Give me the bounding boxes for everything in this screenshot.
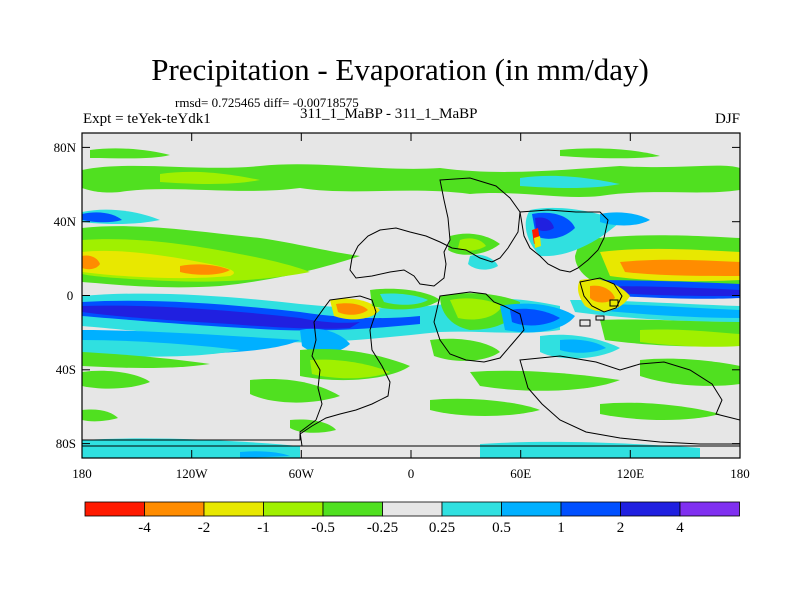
colorbar-label-2: -2: [198, 520, 211, 536]
coast-islands: [579, 299, 619, 327]
center-string: 311_1_MaBP - 311_1_MaBP: [300, 106, 478, 122]
coast-south-asia: [579, 277, 623, 313]
colorbar-label-7: 0.5: [492, 520, 511, 536]
colorbar-box-2: [144, 501, 205, 517]
colorbar-box-8: [501, 501, 562, 517]
colorbar-label-4: -0.5: [311, 520, 335, 536]
colorbar-label-3: -1: [257, 520, 270, 536]
lon-label-0: 0: [408, 466, 415, 481]
colorbar-box-10: [620, 501, 681, 517]
colorbar-box-7: [441, 501, 502, 517]
field-northern-belt: [82, 148, 740, 197]
coastlines: [82, 177, 740, 447]
lon-label-60e: 60E: [510, 466, 531, 481]
lon-label-120w: 120W: [176, 466, 209, 481]
season-label: DJF: [714, 111, 740, 127]
colorbar-label-1: -4: [138, 520, 151, 536]
lat-label-80s: 80S: [56, 436, 76, 451]
field-north-subtropics: [82, 209, 360, 288]
colorbar-box-4: [263, 501, 324, 517]
lon-label-180e: 180: [730, 466, 750, 481]
lat-label-80n: 80N: [54, 140, 77, 155]
field-south-america: [250, 288, 500, 403]
field-indian-ocean: [440, 278, 630, 359]
lon-label-180w: 180: [72, 466, 92, 481]
rmsd-diff-stats: rmsd= 0.725465 diff= -0.00718575: [175, 95, 359, 110]
coast-north-america: [349, 177, 521, 287]
field-southern-midlat: [82, 358, 740, 433]
coast-australia: [519, 355, 740, 445]
colorbar-label-5: -0.25: [367, 520, 398, 536]
colorbar-label-8: 1: [557, 520, 565, 536]
lon-tick-labels: 180 120W 60W 0 60E 120E 180: [72, 466, 750, 481]
lat-label-0: 0: [67, 288, 74, 303]
colorbar-labels: -4 -2 -1 -0.5 -0.25 0.25 0.5 1 2 4: [138, 520, 684, 536]
colorbar: [84, 501, 740, 517]
colorbar-box-5: [322, 501, 383, 517]
lat-label-40s: 40S: [56, 362, 76, 377]
coast-eurasia: [519, 209, 609, 273]
colorbar-label-6: 0.25: [429, 520, 455, 536]
lon-label-60w: 60W: [289, 466, 315, 481]
experiment-label: Expt = teYek-teYdk1: [83, 111, 211, 127]
lon-label-120e: 120E: [617, 466, 645, 481]
lat-tick-labels: 80N 40N 0 40S 80S: [54, 140, 77, 451]
map-panel: [82, 133, 740, 458]
colorbar-box-11: [679, 501, 740, 517]
lat-label-40n: 40N: [54, 214, 77, 229]
colorbar-box-3: [203, 501, 264, 517]
colorbar-box-1: [84, 501, 145, 517]
lon-tick-marks: [81, 133, 741, 458]
field-asia-north: [448, 207, 650, 270]
colorbar-box-9: [560, 501, 621, 517]
colorbar-label-10: 4: [676, 520, 684, 536]
field-equatorial-band: [82, 293, 560, 368]
colorbar-label-9: 2: [617, 520, 625, 536]
plot-title: Precipitation - Evaporation (in mm/day): [151, 52, 649, 87]
coast-south-america: [82, 295, 391, 447]
coast-africa: [433, 291, 525, 363]
colorbar-box-6: [382, 501, 443, 517]
lat-tick-marks: [82, 146, 740, 445]
